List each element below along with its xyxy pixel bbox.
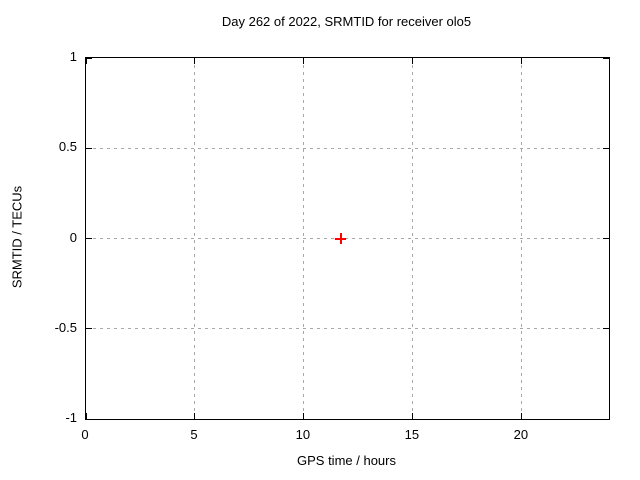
x-tick-label: 15	[404, 427, 420, 442]
y-tick-mark	[86, 418, 92, 420]
y-gridline	[86, 238, 609, 239]
x-tick-mark	[412, 413, 414, 419]
y-tick-mark	[603, 328, 609, 330]
x-tick-label: 5	[190, 427, 198, 442]
x-tick-mark	[85, 413, 87, 419]
y-tick-label: 0.5	[58, 139, 77, 155]
x-tick-mark	[85, 58, 87, 64]
x-tick-mark	[521, 58, 523, 64]
y-tick-label: 0	[69, 229, 77, 245]
plot-area	[85, 57, 610, 420]
chart-title: Day 262 of 2022, SRMTID for receiver olo…	[221, 14, 472, 29]
x-tick-label: 20	[513, 427, 529, 442]
x-tick-label: 10	[295, 427, 311, 442]
y-tick-mark	[603, 147, 609, 149]
y-gridline	[86, 328, 609, 330]
x-tick-mark	[194, 58, 196, 64]
y-tick-mark	[603, 238, 609, 239]
y-tick-mark	[603, 418, 609, 420]
y-tick-mark	[86, 147, 92, 149]
x-tick-mark	[521, 413, 523, 419]
y-tick-mark	[86, 57, 92, 59]
y-tick-mark	[603, 57, 609, 59]
y-tick-mark	[86, 328, 92, 330]
x-tick-mark	[412, 58, 414, 64]
data-point-marker	[335, 233, 347, 244]
y-tick-label: -0.5	[54, 319, 77, 335]
x-axis-title: GPS time / hours	[297, 453, 396, 468]
x-tick-mark	[303, 413, 305, 419]
y-axis-title: SRMTID / TECUs	[9, 185, 25, 289]
y-tick-label: 1	[69, 49, 77, 64]
y-gridline	[86, 147, 609, 149]
y-tick-mark	[86, 238, 92, 239]
x-tick-mark	[303, 58, 305, 64]
x-tick-label: 0	[81, 427, 89, 442]
y-tick-label: -1	[65, 410, 77, 425]
marker-vertical-bar	[339, 233, 342, 244]
x-tick-mark	[194, 413, 196, 419]
